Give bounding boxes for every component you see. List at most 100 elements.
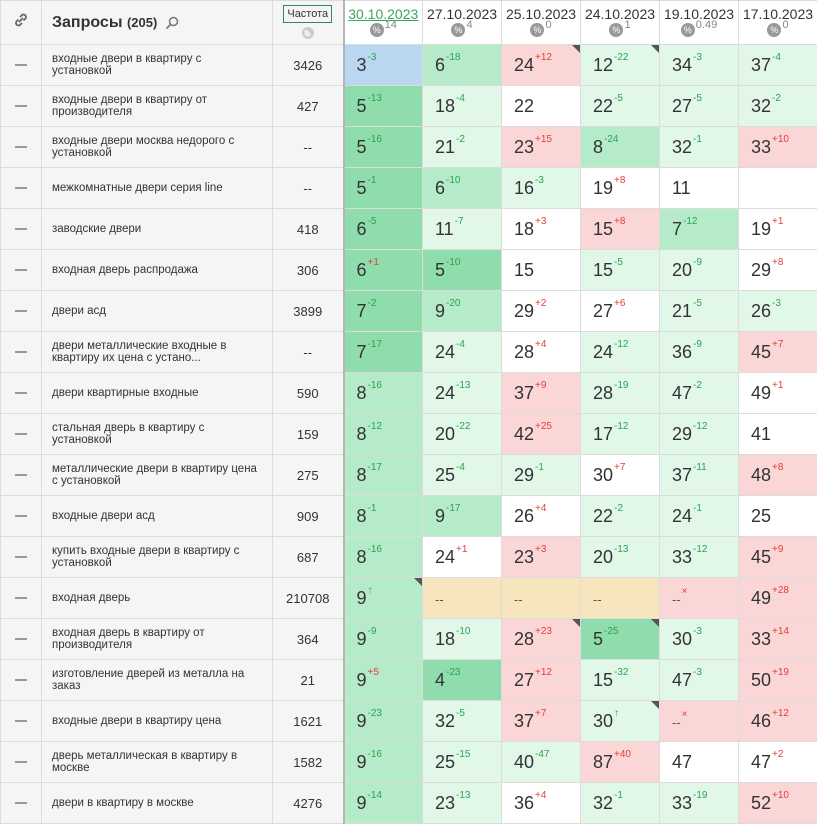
dash-icon[interactable] <box>15 186 27 189</box>
position-cell[interactable]: 24-4 <box>422 331 502 373</box>
position-cell[interactable]: 26-3 <box>738 290 817 332</box>
query-text[interactable]: входные двери в квартиру с установкой <box>41 44 273 86</box>
position-cell[interactable]: 15-32 <box>580 659 660 701</box>
row-handle[interactable] <box>0 659 42 701</box>
dash-icon[interactable] <box>15 63 27 66</box>
position-cell[interactable]: 32-1 <box>659 126 739 168</box>
position-cell[interactable]: 9-23 <box>342 700 423 742</box>
position-cell[interactable]: 5-13 <box>342 85 423 127</box>
position-cell[interactable]: 28-19 <box>580 372 660 414</box>
position-cell[interactable]: 30-3 <box>659 618 739 660</box>
position-cell[interactable]: 18+3 <box>501 208 581 250</box>
dash-icon[interactable] <box>15 678 27 681</box>
query-text[interactable]: двери квартирные входные <box>41 372 273 414</box>
position-cell[interactable]: 8-1 <box>342 495 423 537</box>
row-handle[interactable] <box>0 495 42 537</box>
position-cell[interactable]: 19+8 <box>580 167 660 209</box>
position-cell[interactable]: 9-16 <box>342 741 423 783</box>
date-column-header[interactable]: 17.10.2023% 0 <box>738 0 817 45</box>
position-cell[interactable]: 16-3 <box>501 167 581 209</box>
search-icon[interactable] <box>165 16 179 29</box>
date-label[interactable]: 19.10.2023 <box>663 6 735 22</box>
position-cell[interactable]: 47+2 <box>738 741 817 783</box>
position-cell[interactable]: 40-47 <box>501 741 581 783</box>
row-handle[interactable] <box>0 741 42 783</box>
query-text[interactable]: входные двери москва недорого с установк… <box>41 126 273 168</box>
link-icon[interactable] <box>13 12 29 28</box>
position-cell[interactable]: 5-16 <box>342 126 423 168</box>
position-cell[interactable]: 24+12 <box>501 44 581 86</box>
query-text[interactable]: входная дверь в квартиру от производител… <box>41 618 273 660</box>
position-cell[interactable]: 5-1 <box>342 167 423 209</box>
position-cell[interactable]: 33+10 <box>738 126 817 168</box>
position-cell[interactable]: --× <box>659 577 739 619</box>
position-cell[interactable]: 22 <box>501 85 581 127</box>
query-text[interactable]: металлические двери в квартиру цена с ус… <box>41 454 273 496</box>
position-cell[interactable]: 28+4 <box>501 331 581 373</box>
position-cell[interactable]: 25-4 <box>422 454 502 496</box>
position-cell[interactable]: 6-5 <box>342 208 423 250</box>
position-cell[interactable]: 20-13 <box>580 536 660 578</box>
dash-icon[interactable] <box>15 555 27 558</box>
position-cell[interactable]: 11 <box>659 167 739 209</box>
query-text[interactable]: входная дверь <box>41 577 273 619</box>
position-cell[interactable]: 27+6 <box>580 290 660 332</box>
position-cell[interactable]: 28+23 <box>501 618 581 660</box>
frequency-column-header[interactable]: Частота <box>272 0 344 45</box>
position-cell[interactable]: 33-19 <box>659 782 739 824</box>
position-cell[interactable]: 5-10 <box>422 249 502 291</box>
position-cell[interactable]: 24+1 <box>422 536 502 578</box>
position-cell[interactable]: 6-10 <box>422 167 502 209</box>
row-handle[interactable] <box>0 249 42 291</box>
position-cell[interactable]: 6-18 <box>422 44 502 86</box>
position-cell[interactable]: 11-7 <box>422 208 502 250</box>
frequency-label[interactable]: Частота <box>283 5 333 23</box>
query-text[interactable]: стальная дверь в квартиру с установкой <box>41 413 273 455</box>
position-cell[interactable]: 12-22 <box>580 44 660 86</box>
position-cell[interactable]: -- <box>580 577 660 619</box>
query-text[interactable]: двери асд <box>41 290 273 332</box>
position-cell[interactable]: 9-20 <box>422 290 502 332</box>
date-label[interactable]: 24.10.2023 <box>584 6 656 22</box>
date-label[interactable]: 17.10.2023 <box>742 6 814 22</box>
date-column-header[interactable]: 30.10.2023% 14 <box>342 0 423 45</box>
position-cell[interactable]: 30↑ <box>580 700 660 742</box>
position-cell[interactable]: 3-3 <box>342 44 423 86</box>
position-cell[interactable]: 32-2 <box>738 85 817 127</box>
dash-icon[interactable] <box>15 350 27 353</box>
position-cell[interactable]: 32-1 <box>580 782 660 824</box>
position-cell[interactable]: 4-23 <box>422 659 502 701</box>
row-handle[interactable] <box>0 700 42 742</box>
row-handle[interactable] <box>0 536 42 578</box>
position-cell[interactable]: 29+2 <box>501 290 581 332</box>
position-cell[interactable]: 87+40 <box>580 741 660 783</box>
position-cell[interactable]: 21-5 <box>659 290 739 332</box>
dash-icon[interactable] <box>15 801 27 804</box>
query-text[interactable]: входные двери асд <box>41 495 273 537</box>
dash-icon[interactable] <box>15 514 27 517</box>
position-cell[interactable]: 52+10 <box>738 782 817 824</box>
position-cell[interactable]: --× <box>659 700 739 742</box>
date-column-header[interactable]: 24.10.2023% 1 <box>580 0 660 45</box>
position-cell[interactable]: 6+1 <box>342 249 423 291</box>
position-cell[interactable]: 37+9 <box>501 372 581 414</box>
query-text[interactable]: изготовление дверей из металла на заказ <box>41 659 273 701</box>
position-cell[interactable]: 9↑ <box>342 577 423 619</box>
query-text[interactable]: купить входные двери в квартиру с устано… <box>41 536 273 578</box>
position-cell[interactable]: 17-12 <box>580 413 660 455</box>
link-column-header[interactable] <box>0 0 42 45</box>
position-cell[interactable]: 15+8 <box>580 208 660 250</box>
position-cell[interactable]: 23+3 <box>501 536 581 578</box>
row-handle[interactable] <box>0 290 42 332</box>
position-cell[interactable]: 22-5 <box>580 85 660 127</box>
query-text[interactable]: межкомнатные двери серия line <box>41 167 273 209</box>
position-cell[interactable]: 42+25 <box>501 413 581 455</box>
position-cell[interactable]: 5-25 <box>580 618 660 660</box>
row-handle[interactable] <box>0 782 42 824</box>
dash-icon[interactable] <box>15 760 27 763</box>
dash-icon[interactable] <box>15 637 27 640</box>
position-cell[interactable]: 8-16 <box>342 372 423 414</box>
position-cell[interactable]: 49+1 <box>738 372 817 414</box>
position-cell[interactable]: 48+8 <box>738 454 817 496</box>
dash-icon[interactable] <box>15 596 27 599</box>
